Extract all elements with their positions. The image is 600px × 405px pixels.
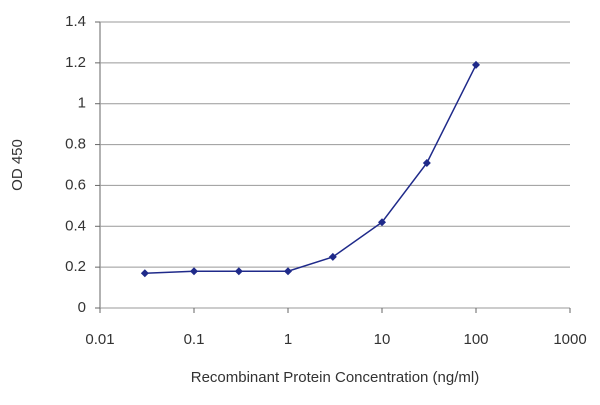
data-point <box>472 60 480 69</box>
x-tick-label: 1 <box>284 331 292 348</box>
x-tick-label: 100 <box>463 331 488 348</box>
data-line <box>144 64 477 275</box>
data-point <box>234 267 243 276</box>
x-axis-label: Recombinant Protein Concentration (ng/ml… <box>191 369 479 386</box>
data-point <box>328 252 337 261</box>
x-tick-label: 0.01 <box>85 331 114 348</box>
data-point <box>422 158 431 167</box>
y-tick-label: 1.2 <box>65 54 86 71</box>
y-tick-label: 0.6 <box>65 176 86 193</box>
y-tick-label: 1.4 <box>65 13 86 30</box>
data-point <box>190 267 198 276</box>
y-tick-label: 1 <box>78 95 86 112</box>
y-tick-label: 0.4 <box>65 217 86 234</box>
data-point <box>378 218 386 227</box>
x-tick-label: 0.1 <box>184 331 205 348</box>
data-point <box>140 269 149 278</box>
y-tick-label: 0.8 <box>65 136 86 153</box>
x-tick-label: 1000 <box>553 331 586 348</box>
y-tick-label: 0 <box>78 299 86 316</box>
y-axis-label: OD 450 <box>9 139 26 191</box>
x-tick-label: 10 <box>374 331 391 348</box>
y-tick-label: 0.2 <box>65 258 86 275</box>
data-point <box>284 267 292 276</box>
